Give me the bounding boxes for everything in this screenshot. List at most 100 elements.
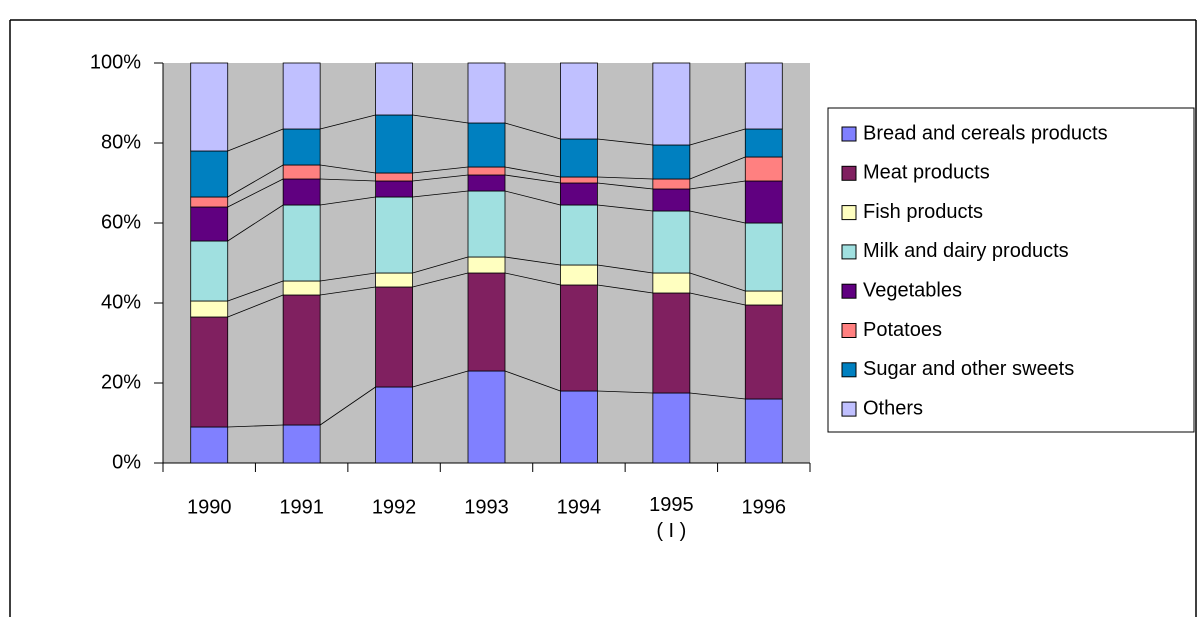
bar-segment	[744, 62, 783, 130]
bar-segment	[190, 206, 229, 242]
legend-swatch	[841, 126, 857, 142]
series-line	[227, 178, 284, 208]
bar-segment	[467, 190, 506, 258]
bar-segment	[190, 62, 229, 152]
series-line	[504, 272, 561, 286]
series-line	[319, 386, 376, 426]
legend-label: Potatoes	[863, 319, 942, 341]
bar-segment	[560, 62, 598, 140]
x-tick-label: 1995( I )	[649, 494, 694, 542]
series-line	[227, 204, 284, 242]
series-line	[320, 272, 376, 282]
bar-segment	[375, 196, 413, 274]
x-tick-label: 1993	[464, 496, 509, 518]
bar-segment	[190, 196, 229, 208]
series-line	[227, 280, 284, 302]
bar-segment	[560, 182, 598, 206]
series-line	[689, 128, 746, 146]
bar-segment	[282, 424, 321, 464]
legend-swatch	[841, 362, 857, 378]
series-line	[689, 272, 746, 292]
series-line	[320, 196, 376, 206]
bar-segment	[560, 284, 598, 392]
legend-label: Others	[863, 397, 923, 419]
legend-label: Vegetables	[863, 279, 962, 301]
series-line	[504, 190, 561, 206]
legend-swatch	[841, 323, 857, 338]
legend	[827, 107, 1195, 433]
bar-segment	[467, 122, 506, 168]
bar-segment	[282, 294, 321, 426]
bar-segment	[375, 114, 413, 174]
legend-label: Bread and cereals products	[863, 122, 1108, 144]
legend-label: Milk and dairy products	[863, 240, 1069, 262]
bar-segment	[375, 62, 413, 116]
series-line	[597, 176, 653, 180]
bar-segment	[467, 166, 506, 176]
series-line	[689, 156, 746, 180]
bar-segment	[744, 180, 783, 224]
series-line	[689, 180, 746, 190]
x-tick-label: 1994	[557, 496, 602, 518]
bar-segment	[744, 304, 783, 400]
bar-segment	[190, 150, 229, 198]
bar-segment	[375, 172, 413, 182]
bar-segment	[467, 370, 506, 464]
series-line	[412, 190, 469, 198]
bar-segment	[467, 62, 506, 124]
series-line	[412, 256, 469, 274]
series-line	[689, 210, 746, 224]
bar-segment	[652, 62, 691, 146]
y-tick-label: 80%	[101, 131, 141, 153]
series-line	[597, 264, 653, 274]
bar-segment	[190, 316, 229, 428]
bar-segment	[282, 280, 321, 296]
bar-segment	[375, 286, 413, 388]
series-line	[689, 292, 746, 306]
bar-segment	[744, 156, 783, 182]
series-line	[597, 284, 653, 294]
series-line	[412, 370, 469, 388]
series-line	[597, 138, 653, 146]
series-line	[227, 128, 284, 152]
legend-swatch	[841, 205, 857, 221]
y-tick-label: 0%	[112, 451, 141, 473]
series-line	[227, 164, 284, 198]
series-line	[320, 178, 376, 182]
series-line	[504, 256, 561, 266]
series-line	[320, 164, 376, 174]
bar-segment	[560, 138, 598, 178]
bar-segment	[375, 272, 413, 288]
bar-segment	[744, 398, 783, 464]
legend-label: Meat products	[863, 162, 990, 184]
bar-segment	[652, 144, 691, 180]
series-line	[504, 122, 561, 140]
bar-segment	[467, 256, 506, 274]
legend-swatch	[841, 401, 857, 417]
x-tick-label: 1992	[372, 496, 417, 518]
bar-segment	[375, 386, 413, 464]
legend-swatch	[841, 283, 857, 299]
y-tick-label: 20%	[101, 371, 141, 393]
bar-segment	[282, 128, 321, 166]
bar-segment	[467, 174, 506, 192]
legend-label: Fish products	[863, 201, 983, 223]
series-line	[689, 392, 746, 400]
bar-segment	[560, 390, 598, 464]
y-tick-label: 100%	[90, 51, 141, 73]
series-line	[227, 294, 284, 318]
series-line	[320, 114, 376, 130]
bar-segment	[560, 204, 598, 266]
series-line	[504, 370, 561, 392]
series-line	[412, 166, 469, 174]
x-tick-label: 1991	[279, 496, 324, 518]
x-tick-label: 1996	[742, 496, 787, 518]
bar-segment	[652, 292, 691, 394]
bar-segment	[467, 272, 506, 372]
series-line	[320, 286, 376, 296]
series-line	[227, 424, 284, 428]
x-tick-label: 1990	[187, 496, 232, 518]
legend-label: Sugar and other sweets	[863, 358, 1074, 380]
bar-segment	[744, 290, 783, 306]
